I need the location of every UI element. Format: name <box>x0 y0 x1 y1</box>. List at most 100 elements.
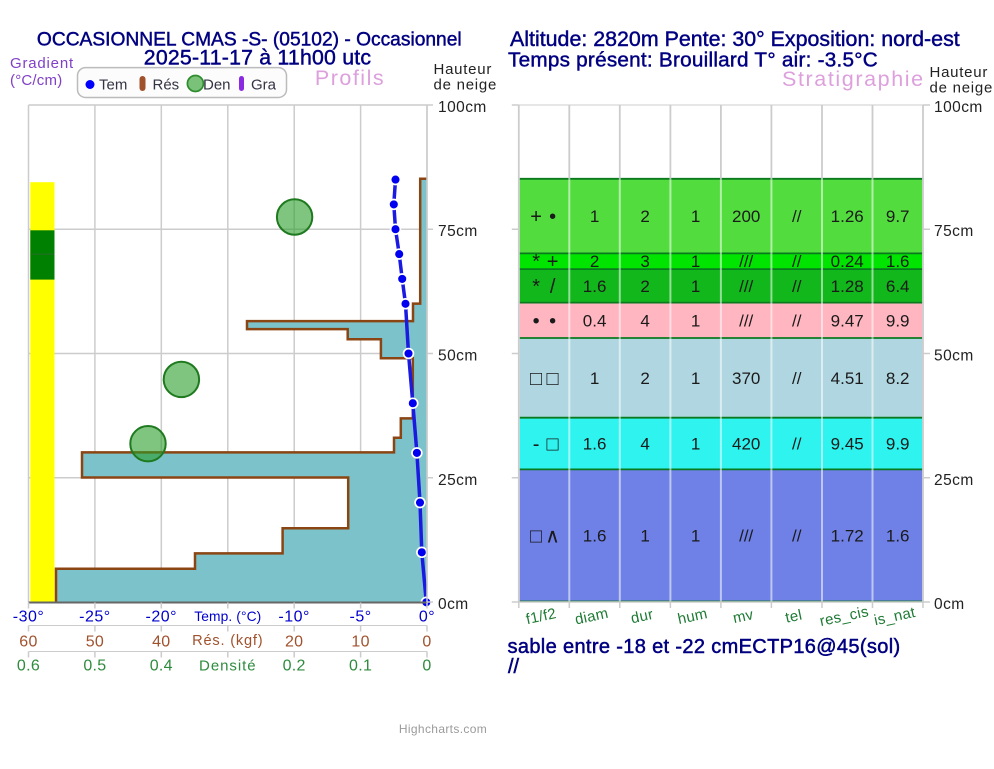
svg-text:9.9: 9.9 <box>886 435 910 454</box>
svg-text://: // <box>792 311 802 330</box>
svg-text:1.28: 1.28 <box>831 277 864 296</box>
svg-text://: // <box>792 277 802 296</box>
svg-text:8.2: 8.2 <box>886 369 910 388</box>
svg-text:1: 1 <box>640 527 649 546</box>
svg-text:diam: diam <box>573 605 610 629</box>
svg-text://: // <box>508 656 520 678</box>
svg-text:1: 1 <box>691 252 700 271</box>
svg-text:Stratigraphie: Stratigraphie <box>782 67 925 91</box>
svg-text:Rés. (kgf): Rés. (kgf) <box>192 633 263 649</box>
svg-text:50cm: 50cm <box>438 348 478 365</box>
svg-text:1: 1 <box>590 207 599 226</box>
svg-text://: // <box>792 207 802 226</box>
svg-text:50: 50 <box>86 633 104 650</box>
svg-text:(°C/cm): (°C/cm) <box>10 72 62 89</box>
svg-text:0cm: 0cm <box>438 596 469 613</box>
svg-text:Temps présent: Brouillard T° a: Temps présent: Brouillard T° air: -3.5°C <box>508 49 878 72</box>
svg-text://: // <box>792 252 802 271</box>
svg-text:□: □ <box>547 434 559 456</box>
svg-text://: // <box>792 369 802 388</box>
svg-text:0.24: 0.24 <box>831 252 864 271</box>
svg-text:100cm: 100cm <box>438 99 487 116</box>
svg-text:60: 60 <box>19 633 37 650</box>
svg-text:0: 0 <box>422 658 431 675</box>
svg-text:1.6: 1.6 <box>886 527 910 546</box>
svg-text:dur: dur <box>629 606 655 627</box>
svg-text://: // <box>792 435 802 454</box>
svg-text:*: * <box>532 276 540 298</box>
svg-text:0.1: 0.1 <box>349 658 372 675</box>
svg-text:-5°: -5° <box>350 608 372 625</box>
svg-text:1: 1 <box>691 207 700 226</box>
svg-text://: // <box>792 527 802 546</box>
svg-text:100cm: 100cm <box>934 99 983 116</box>
svg-text:Rés: Rés <box>153 77 180 94</box>
svg-text:0°: 0° <box>419 608 435 625</box>
svg-text:25cm: 25cm <box>934 472 974 489</box>
svg-text:2: 2 <box>640 369 649 388</box>
svg-text:+: + <box>530 206 542 228</box>
svg-text:Highcharts.com: Highcharts.com <box>399 722 487 736</box>
svg-text:-: - <box>533 434 540 456</box>
svg-text:75cm: 75cm <box>934 223 974 240</box>
svg-text:/: / <box>550 276 556 298</box>
svg-text:4: 4 <box>640 435 649 454</box>
svg-text:1: 1 <box>691 527 700 546</box>
svg-text:•: • <box>549 310 556 332</box>
svg-text:4: 4 <box>640 311 649 330</box>
svg-text:3: 3 <box>640 252 649 271</box>
svg-text:de neige: de neige <box>434 77 498 94</box>
svg-text:-25°: -25° <box>79 608 111 625</box>
svg-text:2025-11-17 à 11h00 utc: 2025-11-17 à 11h00 utc <box>144 45 372 69</box>
svg-text:1: 1 <box>691 435 700 454</box>
svg-text:420: 420 <box>732 435 760 454</box>
svg-text:1: 1 <box>691 311 700 330</box>
svg-text:///: /// <box>739 277 753 296</box>
svg-text:hum: hum <box>676 605 709 628</box>
svg-text:f1/f2: f1/f2 <box>524 605 558 628</box>
svg-text:∧: ∧ <box>545 526 560 548</box>
svg-text:Den: Den <box>203 77 231 94</box>
svg-text:Hauteur: Hauteur <box>434 61 493 78</box>
svg-text:sable entre -18 et -22 cmECTP1: sable entre -18 et -22 cmECTP16@45(sol) <box>508 636 901 658</box>
svg-text:0.2: 0.2 <box>283 658 306 675</box>
svg-text:200: 200 <box>732 207 760 226</box>
svg-text:Gradient: Gradient <box>10 55 74 72</box>
svg-text:9.47: 9.47 <box>831 311 864 330</box>
svg-text:mv: mv <box>731 606 755 627</box>
svg-text:Gra: Gra <box>251 77 277 94</box>
svg-text:□: □ <box>547 368 559 390</box>
svg-text:*: * <box>532 251 540 273</box>
svg-text:tel: tel <box>784 607 804 627</box>
svg-text:1.6: 1.6 <box>583 527 607 546</box>
svg-text:OCCASIONNEL CMAS -S- (05102) -: OCCASIONNEL CMAS -S- (05102) - Occasionn… <box>37 30 462 51</box>
svg-text:1.26: 1.26 <box>831 207 864 226</box>
svg-text:Hauteur: Hauteur <box>930 64 989 81</box>
svg-text:0.5: 0.5 <box>83 658 106 675</box>
svg-text:1: 1 <box>691 369 700 388</box>
svg-text:2: 2 <box>640 207 649 226</box>
svg-text:-30°: -30° <box>13 608 45 625</box>
svg-text:///: /// <box>739 527 753 546</box>
svg-text:0.6: 0.6 <box>17 658 40 675</box>
svg-text:□: □ <box>530 368 542 390</box>
svg-text:1: 1 <box>590 369 599 388</box>
svg-text:///: /// <box>739 311 753 330</box>
svg-text:6.4: 6.4 <box>886 277 910 296</box>
svg-text:0: 0 <box>422 633 431 650</box>
svg-text:-10°: -10° <box>278 608 310 625</box>
svg-text:40: 40 <box>152 633 170 650</box>
svg-text:+: + <box>547 251 559 273</box>
svg-text:1.6: 1.6 <box>583 277 607 296</box>
svg-text:1.6: 1.6 <box>583 435 607 454</box>
svg-text:9.9: 9.9 <box>886 311 910 330</box>
svg-text:75cm: 75cm <box>438 223 478 240</box>
svg-text:•: • <box>549 206 556 228</box>
svg-text:Tem: Tem <box>99 77 127 94</box>
svg-text:2: 2 <box>640 277 649 296</box>
svg-text:9.45: 9.45 <box>831 435 864 454</box>
svg-text:□: □ <box>530 526 542 548</box>
svg-text:1: 1 <box>691 277 700 296</box>
svg-text:de neige: de neige <box>930 80 994 97</box>
svg-text:10: 10 <box>351 633 369 650</box>
